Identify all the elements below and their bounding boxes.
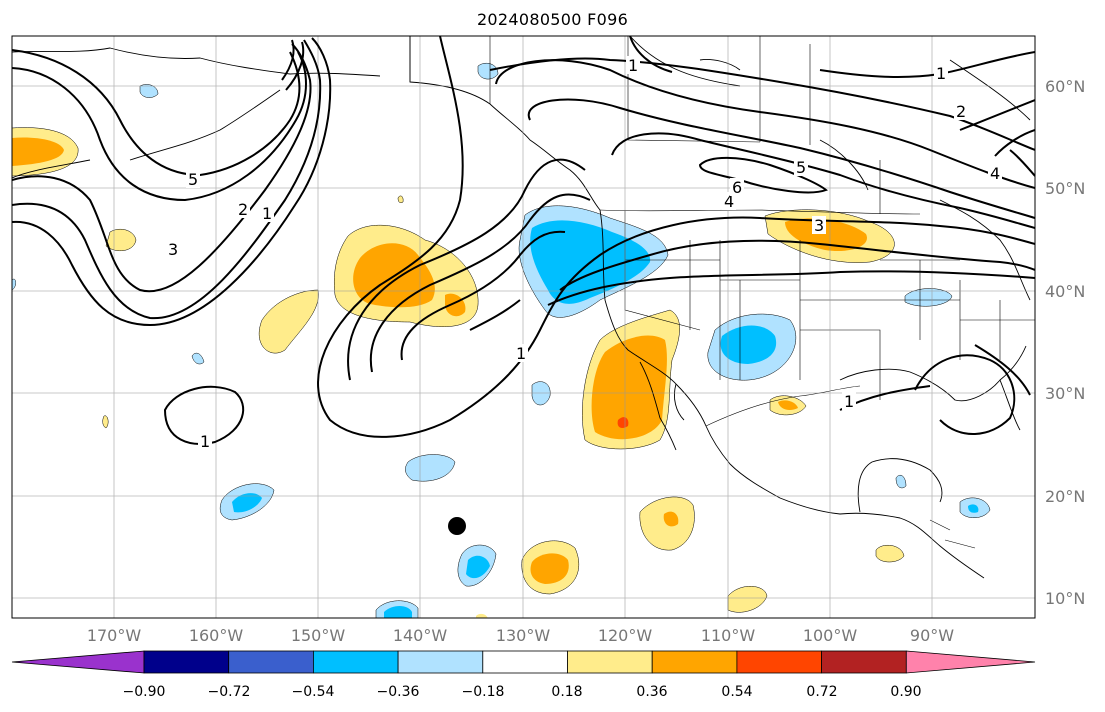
lat-label: 40°N xyxy=(1045,282,1086,301)
colorbar-tick-label: 0.18 xyxy=(551,684,583,700)
colorbar-segment xyxy=(736,650,823,674)
cool-anomaly-shading xyxy=(12,63,991,618)
lat-label: 50°N xyxy=(1045,179,1086,198)
lat-label: 30°N xyxy=(1045,384,1086,403)
colorbar-segment xyxy=(397,650,484,674)
colorbar-segment xyxy=(228,650,314,674)
colorbar xyxy=(11,650,1036,674)
contour-label: 1 xyxy=(516,344,526,363)
contour-label: 3 xyxy=(814,216,824,235)
colorbar-segment xyxy=(567,650,653,674)
map-area: 1 1 1 1 1 1 2 2 3 3 4 4 5 5 6 xyxy=(12,36,1035,618)
contour-label: 5 xyxy=(188,170,198,189)
colorbar-tick-label: −0.36 xyxy=(376,684,420,700)
lat-label: 10°N xyxy=(1045,589,1086,608)
contour-label: 1 xyxy=(262,204,272,223)
colorbar-segment xyxy=(312,650,399,674)
lat-label: 20°N xyxy=(1045,487,1086,506)
colorbar-tick-label: −0.54 xyxy=(291,684,335,700)
colorbar-tick-label: −0.90 xyxy=(122,684,166,700)
colorbar-tick-label: 0.54 xyxy=(721,684,753,700)
lon-label: 120°W xyxy=(597,626,653,645)
lon-label: 90°W xyxy=(909,626,955,645)
colorbar-segment xyxy=(651,650,738,674)
lon-label: 150°W xyxy=(290,626,346,645)
storm-marker xyxy=(448,517,466,535)
colorbar-extend-low xyxy=(11,650,145,674)
contour-label: 1 xyxy=(844,392,854,411)
contour-label: 4 xyxy=(724,192,734,211)
contour-label: 6 xyxy=(732,178,742,197)
lon-label: 100°W xyxy=(802,626,858,645)
lon-label: 160°W xyxy=(188,626,244,645)
contour-label: 4 xyxy=(990,164,1000,183)
colorbar-tick-label: −0.18 xyxy=(461,684,505,700)
gridlines xyxy=(12,36,1035,618)
contour-label: 5 xyxy=(796,158,806,177)
map-frame xyxy=(11,35,1036,619)
lat-label: 60°N xyxy=(1045,77,1086,96)
lon-label: 130°W xyxy=(495,626,551,645)
colorbar-segment xyxy=(821,650,907,674)
coastlines xyxy=(12,36,1031,579)
contour-label: 2 xyxy=(238,200,248,219)
colorbar-tick-label: −0.72 xyxy=(207,684,251,700)
colorbar-extend-high xyxy=(905,650,1036,674)
contour-lines xyxy=(12,36,1035,445)
contour-label-group: 1 1 1 1 1 1 2 2 3 3 4 4 5 5 6 xyxy=(166,56,1002,451)
colorbar-tick-label: 0.72 xyxy=(806,684,838,700)
contour-label: 3 xyxy=(168,240,178,259)
contour-label: 1 xyxy=(200,432,210,451)
lon-label: 170°W xyxy=(86,626,142,645)
contour-label: 1 xyxy=(936,64,946,83)
colorbar-segment xyxy=(143,650,230,674)
figure-title: 2024080500 F096 xyxy=(476,10,629,29)
colorbar-tick-label: 0.90 xyxy=(890,684,922,700)
lon-label: 110°W xyxy=(700,626,756,645)
lon-label: 140°W xyxy=(392,626,448,645)
contour-label: 1 xyxy=(628,56,638,75)
colorbar-segment xyxy=(482,650,568,674)
colorbar-tick-label: 0.36 xyxy=(636,684,668,700)
contour-label: 2 xyxy=(956,102,966,121)
